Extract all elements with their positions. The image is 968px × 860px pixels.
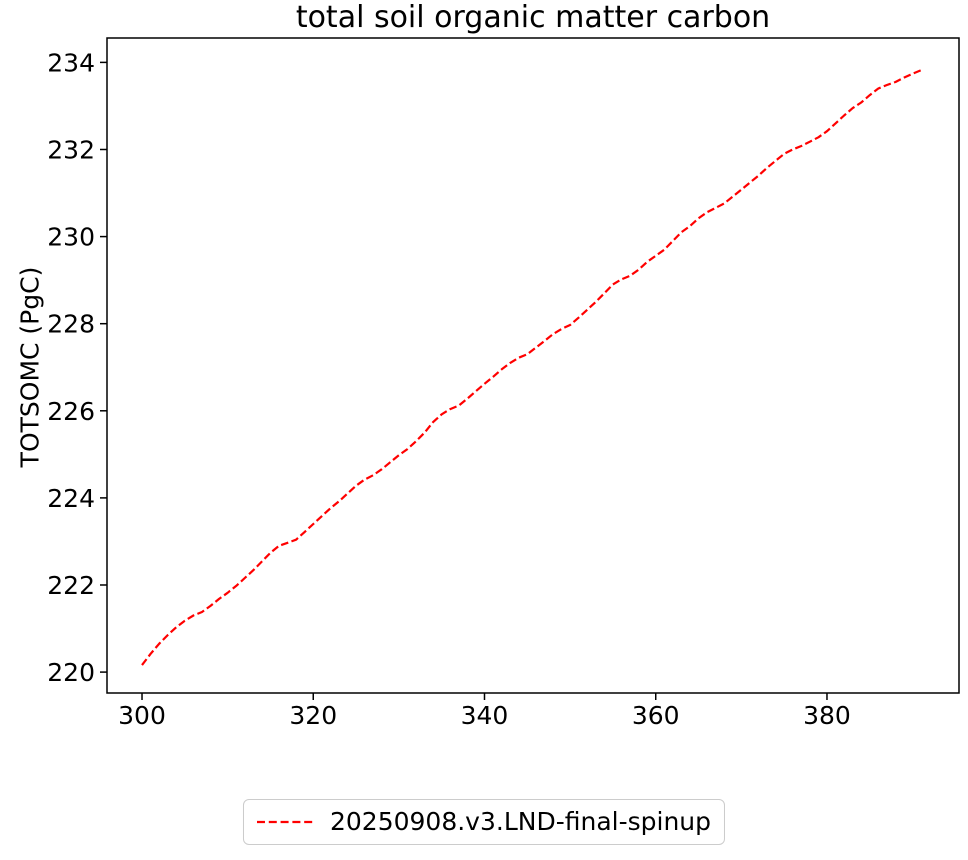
chart-title: total soil organic matter carbon (295, 0, 771, 35)
legend-line-swatch (256, 820, 313, 824)
y-tick-label: 220 (47, 658, 95, 687)
x-tick-label: 380 (803, 701, 851, 730)
y-tick-label: 226 (47, 397, 95, 426)
y-tick-label: 222 (47, 571, 95, 600)
plot-area: 300 320 340 360 380 220 222 224 226 228 230 232 234 (47, 37, 960, 730)
x-tick-label: 340 (461, 701, 509, 730)
legend-label: 20250908.v3.LND-final-spinup (329, 807, 712, 836)
x-tick-label: 300 (118, 701, 166, 730)
y-tick-label: 224 (47, 484, 95, 513)
y-tick-label: 232 (47, 135, 95, 164)
y-tick-label: 228 (47, 310, 95, 339)
x-tick-label: 320 (289, 701, 337, 730)
data-line (141, 69, 922, 666)
y-tick-label: 234 (47, 48, 95, 77)
plot-frame (106, 37, 960, 694)
x-tick-label: 360 (632, 701, 680, 730)
y-tick-label: 230 (47, 223, 95, 252)
legend: 20250908.v3.LND-final-spinup (242, 799, 726, 845)
